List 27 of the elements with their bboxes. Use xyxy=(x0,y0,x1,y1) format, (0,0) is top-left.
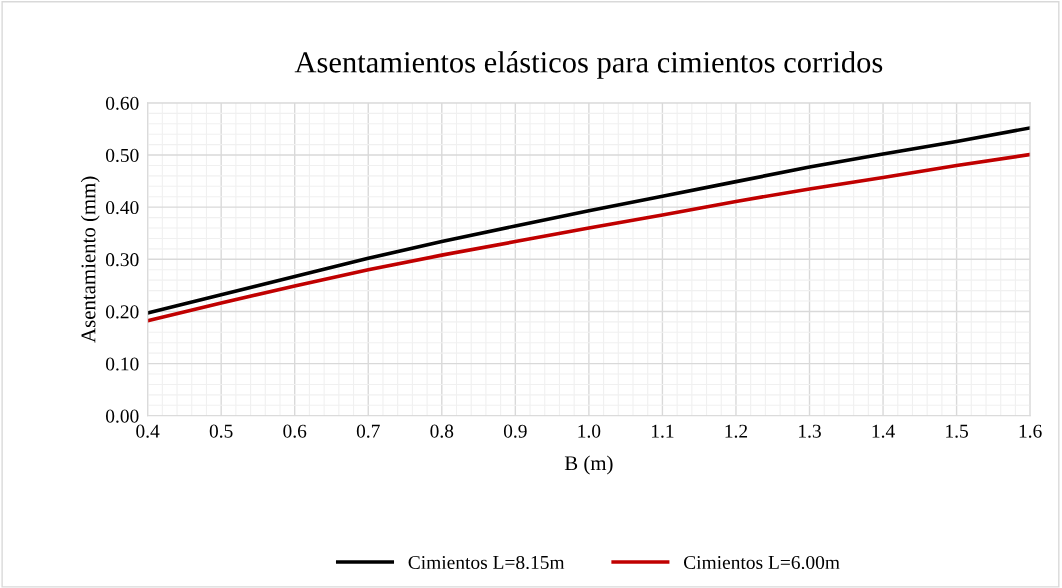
x-tick-label: 1.3 xyxy=(799,424,821,438)
line-series xyxy=(147,126,1031,315)
x-axis-title: B (m) xyxy=(564,455,613,475)
x-tick-label: 1.1 xyxy=(651,424,674,438)
y-tick-label: 0.30 xyxy=(106,253,139,267)
x-tick-label: 0.4 xyxy=(136,424,160,438)
y-tick-label: 0.40 xyxy=(106,200,139,215)
x-tick-label: 0.9 xyxy=(503,424,527,438)
x-tick-label: 1.2 xyxy=(725,424,748,438)
x-tick-label: 1.5 xyxy=(946,424,968,438)
y-tick-label: 0.60 xyxy=(106,96,139,110)
y-tick-label: 0.00 xyxy=(106,409,139,423)
legend-label: Cimientos L=6.00m xyxy=(683,555,840,570)
x-tick-label: 0.5 xyxy=(209,424,233,438)
y-axis-title: Asentamiento (mm) xyxy=(80,176,100,343)
x-tick-label: 0.6 xyxy=(283,424,307,438)
chart-title: Asentamientos elásticos para cimientos corridos xyxy=(294,51,883,79)
x-tick-label: 0.7 xyxy=(356,424,380,438)
y-tick-label: 0.50 xyxy=(106,148,139,163)
y-tick-label: 0.20 xyxy=(106,305,139,319)
line-series xyxy=(147,152,1031,323)
legend-label: Cimientos L=8.15m xyxy=(408,555,565,570)
y-tick-label: 0.10 xyxy=(106,357,139,371)
x-tick-label: 1.0 xyxy=(578,424,601,438)
x-tick-label: 1.4 xyxy=(872,424,895,438)
x-tick-label: 1.6 xyxy=(1019,424,1042,438)
x-tick-label: 0.8 xyxy=(430,424,454,438)
